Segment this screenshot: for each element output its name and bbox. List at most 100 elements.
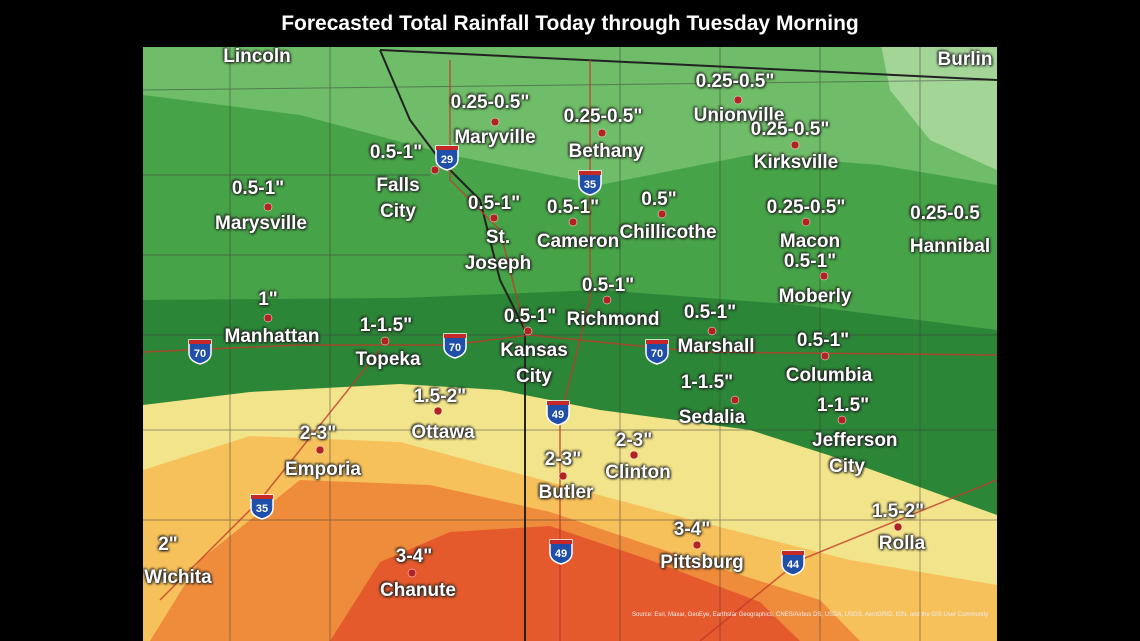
city-dot — [790, 140, 800, 150]
source-credit: Source: Esri, Maxar, GeoEye, Earthstar G… — [632, 612, 989, 618]
rainfall-amount: 2-3" — [544, 449, 582, 470]
city-dot — [629, 450, 639, 460]
shield-shape — [549, 539, 573, 565]
interstate-number: 44 — [787, 559, 800, 571]
rainfall-amount: 0.25-0.5" — [695, 71, 775, 92]
city-name: Marysville — [215, 213, 307, 234]
city-name: Macon — [779, 231, 841, 252]
city-name: Butler — [538, 482, 594, 503]
city-dot — [430, 165, 440, 175]
interstate-number: 29 — [441, 154, 453, 166]
interstate-number: 35 — [584, 179, 596, 191]
city-name: Unionville — [693, 105, 785, 126]
city-dot — [597, 128, 607, 138]
city-dot — [489, 213, 499, 223]
rainfall-amount: 1" — [258, 289, 278, 310]
city-name: Sedalia — [678, 407, 746, 428]
rainfall-amount: 1.5-2" — [413, 386, 467, 407]
city-name: Hannibal — [909, 236, 991, 257]
city-name: Cameron — [536, 231, 620, 252]
rainfall-amount: 1.5-2" — [871, 501, 925, 522]
rainfall-amount: 0.25-0.5" — [750, 119, 830, 140]
rainfall-amount: 0.5-1" — [467, 193, 521, 214]
city-dot — [837, 415, 847, 425]
interstate-shield: 49 — [549, 539, 573, 565]
interstate-number: 70 — [651, 348, 663, 360]
city-dot — [433, 406, 443, 416]
city-name: St. Joseph — [464, 227, 532, 274]
city-name: Moberly — [778, 286, 852, 307]
shield-shape — [188, 339, 212, 365]
rainfall-amount: 3-4" — [673, 519, 711, 540]
interstate-number: 49 — [555, 548, 567, 560]
rainfall-amount: 1-1.5" — [359, 315, 413, 336]
city-dot — [263, 313, 273, 323]
interstate-shield: 70 — [443, 333, 467, 359]
rainfall-amount: 1-1.5" — [680, 372, 734, 393]
city-dot — [558, 471, 568, 481]
rainfall-amount: 0.25-0.5" — [450, 92, 530, 113]
city-name: Ottawa — [411, 422, 475, 443]
rainfall-amount: 2" — [158, 534, 178, 555]
rainfall-amount: 0.5-1" — [369, 142, 423, 163]
city-name: Chanute — [380, 580, 456, 601]
interstate-shield: 49 — [546, 400, 570, 426]
interstate-shield: 70 — [645, 339, 669, 365]
rainfall-amount: 2-3" — [615, 430, 653, 451]
shield-top — [436, 146, 458, 150]
city-dot — [657, 209, 667, 219]
rainfall-amount: 0.5-1" — [783, 251, 837, 272]
city-dot — [315, 445, 325, 455]
rainfall-amount: 0.5-1" — [546, 197, 600, 218]
city-dot — [692, 540, 702, 550]
interstate-number: 70 — [194, 348, 206, 360]
city-name: Emporia — [284, 459, 362, 480]
city-name: Manhattan — [224, 326, 320, 347]
rainfall-amount: 0.5-1" — [581, 275, 635, 296]
city-name: Kansas City — [500, 340, 568, 387]
city-name: Wichita — [144, 567, 212, 588]
interstate-shield: 35 — [578, 170, 602, 196]
rainfall-amount: 2-3" — [299, 423, 337, 444]
city-name: Clinton — [605, 462, 671, 483]
shield-top — [547, 401, 569, 405]
city-dot — [893, 522, 903, 532]
rainfall-amount: 1-1.5" — [816, 395, 870, 416]
city-name: Burlin — [937, 49, 993, 70]
city-name: Columbia — [785, 365, 873, 386]
shield-top — [444, 334, 466, 338]
shield-shape — [250, 494, 274, 520]
city-dot — [263, 202, 273, 212]
city-dot — [819, 271, 829, 281]
map-title: Forecasted Total Rainfall Today through … — [143, 0, 997, 47]
city-dot — [820, 351, 830, 361]
city-dot — [730, 395, 740, 405]
rainfall-amount: 3-4" — [395, 546, 433, 567]
city-dot — [380, 336, 390, 346]
interstate-shield: 29 — [435, 145, 459, 171]
shield-top — [782, 551, 804, 555]
interstate-number: 35 — [256, 503, 268, 515]
city-dot — [568, 217, 578, 227]
rainfall-amount: 0.5-1" — [796, 330, 850, 351]
city-name: Kirksville — [753, 152, 839, 173]
city-name: Chillicothe — [619, 222, 717, 243]
rainfall-amount: 0.5-1" — [503, 306, 557, 327]
city-name: Pittsburg — [660, 552, 744, 573]
shield-shape — [546, 400, 570, 426]
interstate-number: 70 — [449, 342, 461, 354]
shield-top — [646, 340, 668, 344]
rainfall-amount: 0.5" — [641, 189, 677, 210]
city-dot — [523, 326, 533, 336]
shield-shape — [435, 145, 459, 171]
shield-top — [579, 171, 601, 175]
shield-shape — [781, 550, 805, 576]
city-dot — [733, 95, 743, 105]
city-name: Bethany — [568, 141, 644, 162]
city-name: Topeka — [355, 349, 421, 370]
city-name: Lincoln — [223, 46, 291, 67]
city-dot — [602, 295, 612, 305]
rainfall-amount: 0.5-1" — [683, 302, 737, 323]
